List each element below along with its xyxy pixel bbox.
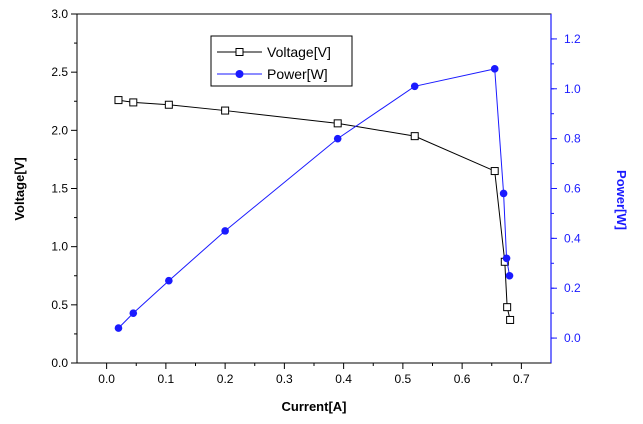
data-point-power xyxy=(499,189,508,198)
legend-label-power: Power[W] xyxy=(267,66,328,82)
data-point-voltage xyxy=(114,96,123,105)
x-tick-label: 0.4 xyxy=(335,372,352,386)
y2-tick-label: 0.8 xyxy=(564,132,581,146)
series-layer xyxy=(114,65,515,332)
y-tick-label: 3.0 xyxy=(51,7,68,21)
x-tick-label: 0.2 xyxy=(217,372,234,386)
data-point-power xyxy=(221,227,229,235)
y-axis-title: Voltage[V] xyxy=(12,157,27,220)
y-tick-label: 2.0 xyxy=(51,123,68,137)
ticks-layer: 0.0 0.1 0.2 0.3 0.4 0.5 0.6 0.7 0.0 0.5 1.0 1.5 2.0 2… xyxy=(51,7,581,386)
data-point-voltage xyxy=(221,106,230,115)
series-line-voltage xyxy=(118,99,511,321)
legend-label-voltage: Voltage[V] xyxy=(267,44,331,60)
x-tick-label: 0.3 xyxy=(276,372,293,386)
y-tick-label: 2.5 xyxy=(51,65,68,79)
data-point-power xyxy=(410,82,419,91)
legend-box xyxy=(210,35,353,87)
data-point-power xyxy=(129,309,138,317)
data-point-power xyxy=(114,324,123,332)
data-point-voltage xyxy=(129,98,138,107)
y2-tick-label: 0.6 xyxy=(564,182,581,196)
y2-tick-label: 0.2 xyxy=(564,281,581,295)
x-tick-label: 0.0 xyxy=(98,372,115,386)
legend: Voltage[V] Power[W] xyxy=(210,35,353,87)
y2-axis-title: Power[W] xyxy=(614,170,629,230)
x-axis-title: Current[A] xyxy=(282,399,347,414)
legend-marker-power xyxy=(235,70,244,78)
data-point-voltage xyxy=(333,119,342,128)
series-line-power xyxy=(118,68,511,329)
y-tick-label: 0.5 xyxy=(51,298,68,312)
data-point-power xyxy=(165,276,173,285)
data-point-voltage xyxy=(164,100,173,109)
y-tick-label: 0.0 xyxy=(51,356,68,370)
y2-tick-label: 1.0 xyxy=(564,82,581,96)
data-point-power xyxy=(502,254,511,263)
x-tick-label: 0.1 xyxy=(158,372,175,386)
data-point-power xyxy=(333,134,342,143)
data-point-voltage xyxy=(410,132,419,141)
y2-tick-label: 0.4 xyxy=(564,231,581,245)
x-tick-label: 0.6 xyxy=(454,372,471,386)
data-point-power xyxy=(490,65,499,73)
y-tick-label: 1.0 xyxy=(51,240,68,254)
data-point-voltage xyxy=(490,167,499,176)
x-tick-label: 0.7 xyxy=(513,372,530,386)
y2-tick-label: 1.2 xyxy=(564,32,581,46)
data-point-voltage xyxy=(503,303,512,312)
legend-marker-voltage xyxy=(235,48,244,56)
data-point-power xyxy=(505,271,514,280)
y2-tick-label: 0.0 xyxy=(564,331,581,345)
y-tick-label: 1.5 xyxy=(51,182,68,196)
data-point-voltage xyxy=(506,315,515,324)
x-tick-label: 0.5 xyxy=(395,372,412,386)
